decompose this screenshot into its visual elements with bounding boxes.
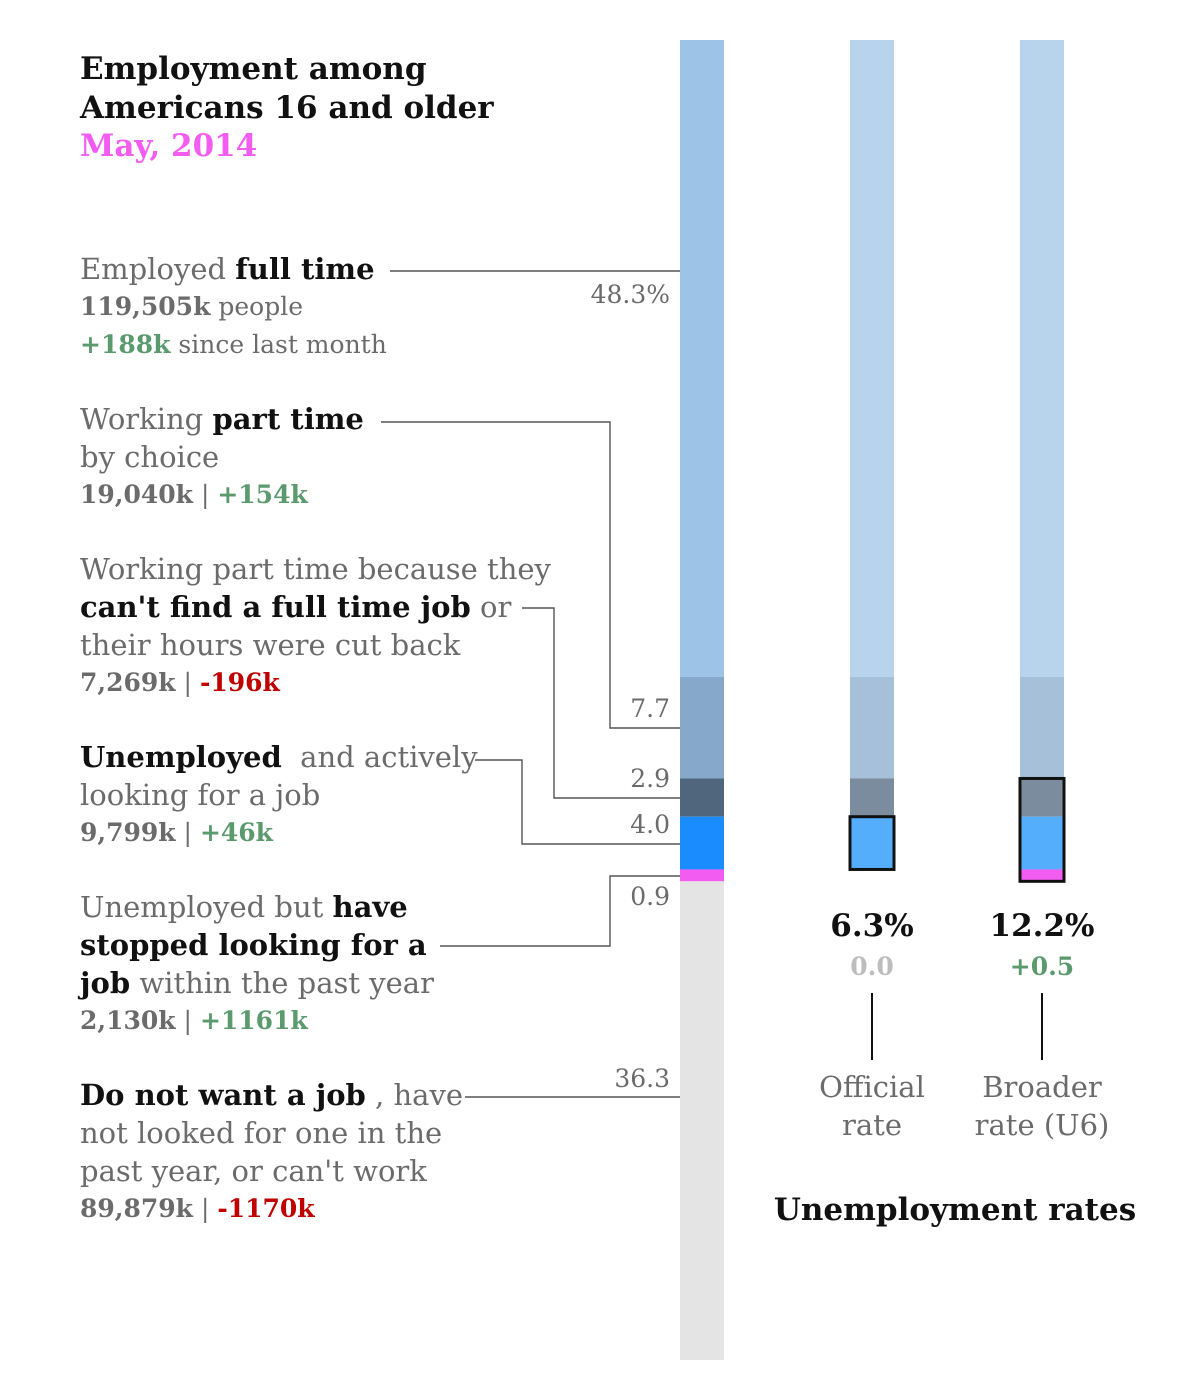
segment-5 bbox=[680, 881, 724, 1360]
rate-1-outline bbox=[1018, 776, 1066, 883]
category-stopped-looking: Unemployed but have stopped looking for … bbox=[80, 890, 434, 1035]
segment-label-no-job: 36.3 bbox=[614, 1064, 670, 1093]
segment-0 bbox=[680, 40, 724, 677]
rate-1-segment-0 bbox=[1020, 40, 1064, 677]
rate-0-segment-1 bbox=[850, 676, 894, 779]
segment-label-unemployed: 4.0 bbox=[630, 810, 670, 839]
broader-rate-label: Broader rate (U6) bbox=[974, 1070, 1110, 1142]
category-part-time-economic: Working part time because they can't fin… bbox=[80, 552, 551, 697]
category-do-not-want-job: Do not want a job , have not looked for … bbox=[80, 1078, 464, 1223]
segment-label-part-time-choice: 7.7 bbox=[630, 694, 670, 723]
rate-0-segment-2 bbox=[850, 778, 894, 817]
chart-title: Employment among Americans 16 and older bbox=[80, 51, 494, 126]
segment-4 bbox=[680, 869, 724, 882]
segment-2 bbox=[680, 778, 724, 817]
rates-title: Unemployment rates bbox=[773, 1192, 1137, 1228]
rate-1-segment-3 bbox=[1020, 816, 1064, 870]
rate-0-segment-3 bbox=[850, 816, 894, 870]
leader-line-4 bbox=[440, 875, 680, 947]
segment-1 bbox=[680, 676, 724, 779]
main-stacked-bar bbox=[680, 40, 724, 1360]
rate-1-segment-1 bbox=[1020, 676, 1064, 779]
leader-line-3 bbox=[475, 759, 680, 845]
official-rate-value: 6.3% bbox=[830, 908, 914, 944]
rate-0-outline bbox=[848, 815, 896, 871]
chart-subtitle: May, 2014 bbox=[80, 128, 258, 164]
official-rate-change: 0.0 bbox=[850, 952, 894, 981]
rate-1-segment-4 bbox=[1020, 869, 1064, 882]
leader-line-2 bbox=[522, 607, 680, 799]
category-unemployed-looking: Unemployed and actively looking for a jo… bbox=[80, 740, 478, 847]
leader-line-1 bbox=[381, 421, 680, 729]
segment-label-full-time: 48.3% bbox=[590, 280, 670, 309]
broader-rate-change: +0.5 bbox=[1009, 952, 1075, 981]
category-full-time: Employed full time 119,505k people +188k… bbox=[80, 252, 387, 359]
leader-lines bbox=[381, 270, 680, 1098]
segment-3 bbox=[680, 816, 724, 870]
segment-label-stopped-looking: 0.9 bbox=[630, 882, 670, 911]
segment-label-part-time-economic: 2.9 bbox=[630, 764, 670, 793]
category-part-time-choice: Working part time by choice 19,040k | +1… bbox=[80, 402, 364, 509]
rate-1-segment-2 bbox=[1020, 778, 1064, 817]
rate-0-segment-0 bbox=[850, 40, 894, 677]
rate-bars bbox=[848, 40, 1066, 1060]
official-rate-label: Official rate bbox=[819, 1070, 925, 1142]
broader-rate-value: 12.2% bbox=[989, 908, 1095, 944]
